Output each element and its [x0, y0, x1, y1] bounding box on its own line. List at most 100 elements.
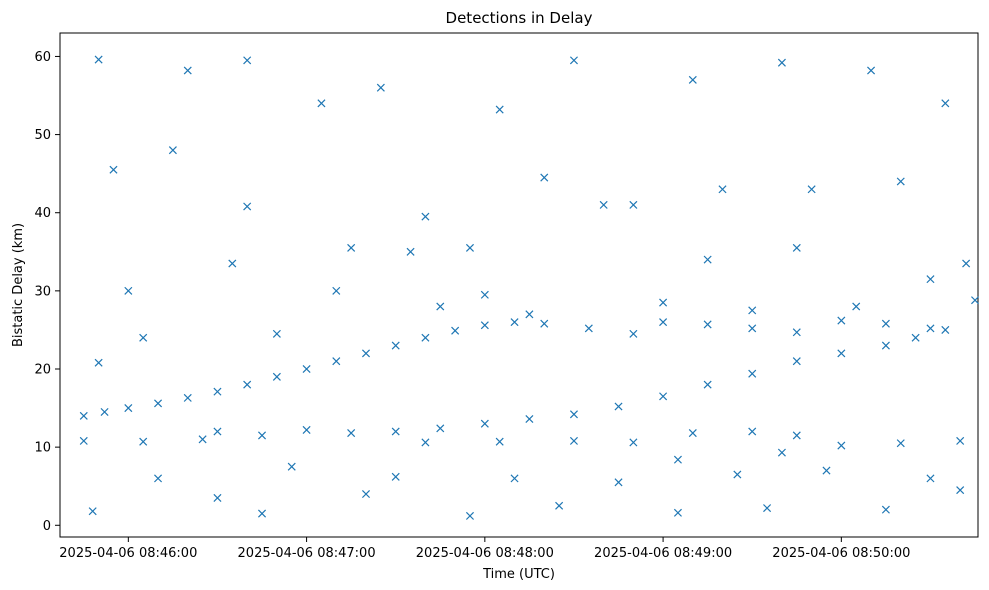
data-point [926, 275, 935, 284]
data-point [926, 474, 935, 483]
data-point [436, 424, 445, 433]
data-point [183, 66, 192, 75]
data-point [465, 243, 475, 252]
data-point [792, 357, 801, 366]
data-point [228, 259, 237, 268]
data-point [867, 66, 876, 75]
data-point [837, 316, 846, 325]
data-point [213, 387, 222, 396]
data-point [154, 474, 163, 483]
data-point [807, 185, 816, 194]
data-point [599, 200, 608, 209]
data-point [837, 349, 846, 358]
plot-area [59, 32, 980, 538]
data-point [629, 329, 638, 338]
data-point [79, 411, 88, 420]
data-point [376, 83, 385, 92]
data-point [88, 507, 97, 516]
data-point [302, 364, 311, 374]
data-point [391, 472, 400, 481]
data-point [183, 393, 192, 402]
data-point [243, 202, 252, 211]
x-axis: 2025-04-06 08:46:00 2025-04-06 08:47:00 20… [59, 537, 910, 561]
data-points [79, 55, 980, 520]
y-tick-label: 20 [34, 363, 51, 378]
data-point [421, 438, 430, 447]
data-point [347, 243, 356, 252]
x-tick-label: 2025-04-06 08:49:00 [594, 546, 732, 561]
data-point [659, 392, 668, 401]
data-point [956, 486, 965, 495]
data-point [659, 298, 668, 307]
data-point [361, 489, 371, 499]
y-tick-label: 10 [34, 441, 51, 456]
x-tick-label: 2025-04-06 08:47:00 [238, 546, 376, 561]
data-point [881, 505, 890, 514]
data-point [718, 185, 727, 194]
data-point [391, 341, 400, 350]
data-point [703, 320, 712, 329]
y-axis: 0 10 20 30 40 50 60 [34, 50, 60, 534]
data-point [139, 437, 148, 446]
data-point [896, 439, 905, 448]
data-point [406, 247, 415, 256]
data-point [391, 427, 400, 436]
plot-frame [59, 32, 979, 538]
data-point [777, 448, 786, 457]
data-point [569, 410, 578, 419]
data-point [451, 326, 460, 335]
x-tick-label: 2025-04-06 08:46:00 [59, 546, 197, 561]
data-point [243, 380, 252, 389]
data-point [852, 302, 861, 311]
data-point [971, 296, 980, 305]
data-point [421, 212, 430, 221]
data-point [837, 441, 846, 450]
data-point [688, 75, 697, 84]
data-point [896, 177, 905, 186]
data-point [243, 56, 252, 65]
data-point [540, 173, 549, 182]
data-point [881, 341, 890, 350]
data-point [748, 427, 757, 436]
x-tick-label: 2025-04-06 08:50:00 [772, 546, 910, 561]
data-point [213, 427, 222, 436]
data-point [525, 310, 534, 319]
data-point [748, 324, 757, 333]
data-point [154, 399, 163, 408]
data-point [495, 105, 504, 114]
data-point [168, 146, 177, 155]
data-point [822, 466, 831, 475]
data-point [100, 407, 109, 417]
data-point [614, 478, 623, 487]
x-tick-label: 2025-04-06 08:48:00 [416, 546, 554, 561]
data-point [94, 358, 103, 367]
data-point [480, 321, 489, 330]
data-point [569, 56, 578, 65]
data-point [763, 504, 772, 513]
data-point [569, 436, 578, 445]
data-point [480, 290, 489, 299]
data-point [792, 431, 801, 440]
data-point [748, 369, 757, 378]
x-axis-label: Time (UTC) [482, 567, 555, 582]
data-point [629, 200, 638, 209]
data-point [555, 501, 564, 510]
data-point [332, 286, 341, 295]
data-point [688, 429, 697, 438]
data-point [703, 380, 712, 389]
data-point [94, 55, 103, 64]
data-point [881, 319, 890, 328]
y-tick-label: 0 [43, 519, 51, 534]
chart-title: Detections in Delay [446, 9, 593, 27]
data-point [510, 474, 519, 483]
data-point [733, 470, 742, 479]
data-point [584, 324, 593, 333]
data-point [109, 165, 118, 174]
data-point [510, 318, 519, 327]
y-tick-label: 60 [34, 50, 51, 65]
data-point [540, 319, 549, 328]
data-point [926, 324, 935, 333]
data-point [124, 286, 133, 295]
data-point [124, 404, 133, 413]
